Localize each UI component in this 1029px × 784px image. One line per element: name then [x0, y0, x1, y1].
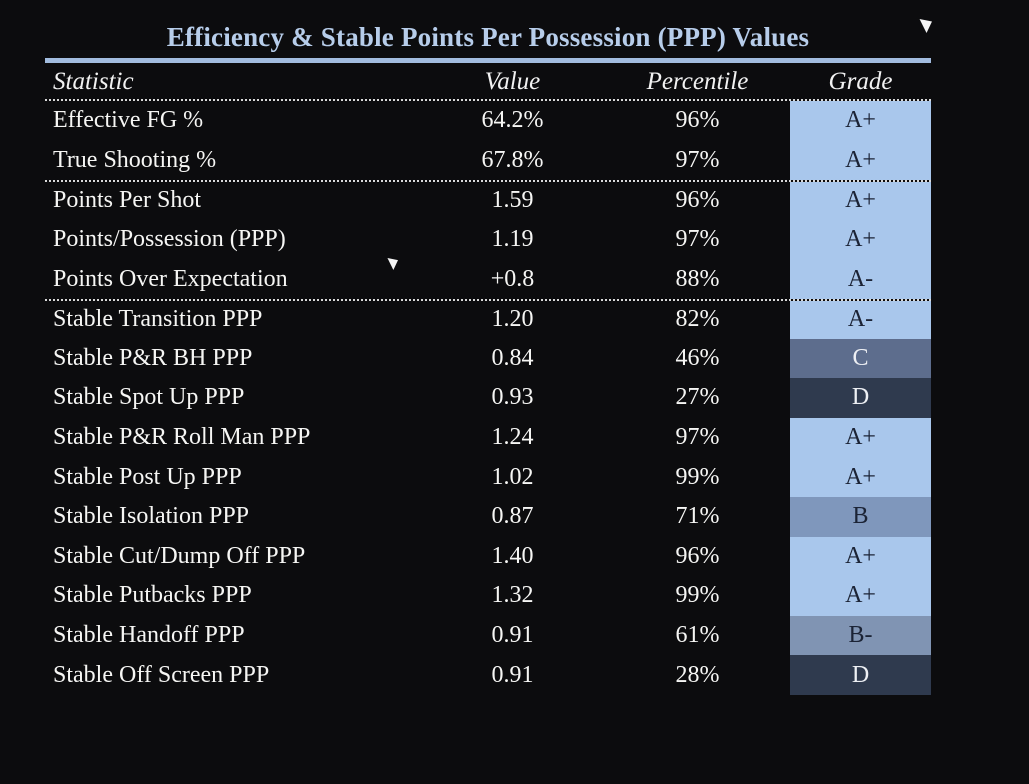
grade-badge: A+ — [790, 182, 931, 220]
grade-badge: B- — [790, 615, 931, 656]
value-cell: 1.40 — [491, 542, 534, 569]
value-cell: 1.59 — [491, 187, 534, 214]
table-row: Stable Cut/Dump Off PPP 1.40 96% A+ — [45, 536, 931, 577]
table-row: True Shooting % 67.8% 97% A+ — [45, 140, 931, 181]
value-cell: 1.02 — [491, 463, 534, 490]
table-row: Points Over Expectation +0.8 88% A- — [45, 259, 931, 299]
grade-badge: A+ — [790, 457, 931, 497]
grade-badge: C — [790, 338, 931, 379]
value-cell: 1.24 — [491, 424, 534, 451]
percentile-cell: 88% — [675, 265, 720, 292]
value-cell: +0.8 — [490, 265, 535, 292]
table-row: Stable Off Screen PPP 0.91 28% D — [45, 655, 931, 695]
title-divider-bar — [45, 58, 931, 63]
grade-badge: A+ — [790, 536, 931, 577]
cursor-arrow-icon — [387, 258, 398, 270]
statistic-cell: Stable P&R Roll Man PPP — [53, 424, 311, 451]
percentile-cell: 27% — [675, 384, 720, 411]
statistic-cell: Stable P&R BH PPP — [53, 344, 253, 371]
table-row: Stable Handoff PPP 0.91 61% B- — [45, 615, 931, 656]
table-row: Effective FG % 64.2% 96% A+ — [45, 101, 931, 141]
percentile-cell: 82% — [675, 306, 720, 333]
grade-badge: B — [790, 496, 931, 537]
table-row: Points/Possession (PPP) 1.19 97% A+ — [45, 219, 931, 260]
percentile-cell: 99% — [675, 582, 720, 609]
value-cell: 1.32 — [491, 582, 534, 609]
value-cell: 0.87 — [491, 503, 534, 530]
statistic-cell: Stable Handoff PPP — [53, 622, 245, 649]
grade-badge: A- — [790, 259, 931, 299]
value-cell: 0.84 — [491, 344, 534, 371]
grade-badge: A+ — [790, 417, 931, 458]
grade-badge: A+ — [790, 101, 931, 141]
value-cell: 0.91 — [491, 661, 534, 688]
percentile-cell: 71% — [675, 503, 720, 530]
percentile-cell: 46% — [675, 344, 720, 371]
value-cell: 64.2% — [481, 107, 544, 134]
statistic-cell: Points/Possession (PPP) — [53, 226, 286, 253]
stats-table: Statistic Value Percentile Grade Effecti… — [45, 64, 931, 695]
value-cell: 1.19 — [491, 226, 534, 253]
statistic-cell: Effective FG % — [53, 107, 204, 134]
column-header-statistic: Statistic — [53, 67, 134, 95]
grade-badge: D — [790, 655, 931, 695]
percentile-cell: 96% — [675, 542, 720, 569]
percentile-cell: 97% — [675, 146, 720, 173]
statistic-cell: Stable Transition PPP — [53, 306, 263, 333]
statistic-cell: Stable Cut/Dump Off PPP — [53, 542, 306, 569]
statistic-cell: Points Over Expectation — [53, 265, 288, 292]
percentile-cell: 61% — [675, 622, 720, 649]
value-cell: 0.91 — [491, 622, 534, 649]
percentile-cell: 96% — [675, 107, 720, 134]
percentile-cell: 28% — [675, 661, 720, 688]
table-row: Stable Transition PPP 1.20 82% A- — [45, 298, 931, 339]
grade-badge: A+ — [790, 576, 931, 616]
grade-badge: A- — [790, 300, 931, 339]
grade-badge: D — [790, 378, 931, 418]
table-row: Stable Post Up PPP 1.02 99% A+ — [45, 457, 931, 497]
grade-badge: A+ — [790, 219, 931, 260]
column-header-grade: Grade — [828, 67, 893, 95]
table-row: Stable P&R BH PPP 0.84 46% C — [45, 338, 931, 379]
table-row: Points Per Shot 1.59 96% A+ — [45, 180, 931, 220]
statistic-cell: Points Per Shot — [53, 187, 202, 214]
statistic-cell: Stable Spot Up PPP — [53, 384, 245, 411]
value-cell: 67.8% — [481, 146, 544, 173]
percentile-cell: 99% — [675, 463, 720, 490]
table-body: Effective FG % 64.2% 96% A+ True Shootin… — [45, 101, 931, 695]
value-cell: 1.20 — [491, 306, 534, 333]
column-header-value: Value — [484, 67, 541, 95]
statistic-cell: Stable Off Screen PPP — [53, 661, 270, 688]
percentile-cell: 96% — [675, 187, 720, 214]
percentile-cell: 97% — [675, 424, 720, 451]
table-row: Stable Isolation PPP 0.87 71% B — [45, 496, 931, 537]
column-header-percentile: Percentile — [646, 67, 749, 95]
statistic-cell: Stable Putbacks PPP — [53, 582, 252, 609]
table-row: Stable Spot Up PPP 0.93 27% D — [45, 378, 931, 418]
table-row: Stable P&R Roll Man PPP 1.24 97% A+ — [45, 417, 931, 458]
percentile-cell: 97% — [675, 226, 720, 253]
statistic-cell: Stable Post Up PPP — [53, 463, 242, 490]
table-row: Stable Putbacks PPP 1.32 99% A+ — [45, 576, 931, 616]
value-cell: 0.93 — [491, 384, 534, 411]
statistic-cell: Stable Isolation PPP — [53, 503, 250, 530]
table-title: Efficiency & Stable Points Per Possessio… — [166, 22, 810, 52]
table-header-row: Statistic Value Percentile Grade — [45, 64, 931, 101]
statistic-cell: True Shooting % — [53, 146, 217, 173]
grade-badge: A+ — [790, 140, 931, 181]
